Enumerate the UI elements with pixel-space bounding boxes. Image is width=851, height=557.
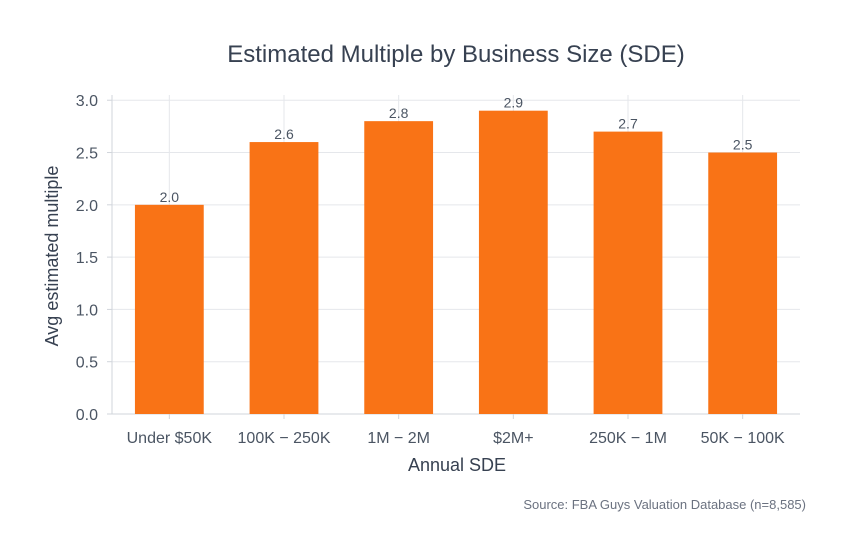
x-axis-label: Annual SDE (408, 455, 506, 475)
grid (112, 95, 800, 415)
data-labels: 2.0 2.6 2.8 2.9 2.7 2.5 (160, 95, 753, 205)
y-tick-label: 1.5 (76, 250, 98, 267)
x-tick-label: 100K − 250K (238, 430, 331, 447)
y-tick-label: 3.0 (76, 93, 98, 110)
bar-value-label: 2.5 (733, 137, 753, 153)
axes: 0.0 0.5 1.0 1.5 2.0 2.5 3.0 Under $50K 100K − 25… (76, 93, 800, 447)
bars (134, 110, 778, 415)
x-tick-label: 250K − 1M (589, 430, 667, 447)
y-tick-label: 1.0 (76, 302, 98, 319)
y-axis-label: Avg estimated multiple (42, 166, 62, 347)
bar (249, 142, 319, 415)
bar (708, 152, 778, 414)
bar-value-label: 2.6 (274, 126, 294, 142)
x-tick-label: 50K − 100K (701, 430, 785, 447)
bar (593, 131, 663, 414)
y-tick-label: 2.5 (76, 146, 98, 163)
y-tick-label: 2.0 (76, 198, 98, 215)
bar-value-label: 2.7 (618, 116, 638, 132)
x-tick-label: Under $50K (127, 430, 213, 447)
bar-value-label: 2.8 (389, 105, 409, 121)
bar-value-label: 2.0 (160, 189, 180, 205)
bar (478, 110, 548, 414)
x-tick-label: 1M − 2M (367, 430, 430, 447)
chart-title: Estimated Multiple by Business Size (SDE… (227, 41, 685, 68)
y-tick-label: 0.0 (76, 407, 98, 424)
y-tick-label: 0.5 (76, 355, 98, 372)
bar (364, 121, 434, 415)
bar-value-label: 2.9 (504, 95, 524, 111)
source-note: Source: FBA Guys Valuation Database (n=8… (523, 497, 806, 512)
x-tick-label: $2M+ (493, 430, 533, 447)
bar (134, 204, 204, 414)
